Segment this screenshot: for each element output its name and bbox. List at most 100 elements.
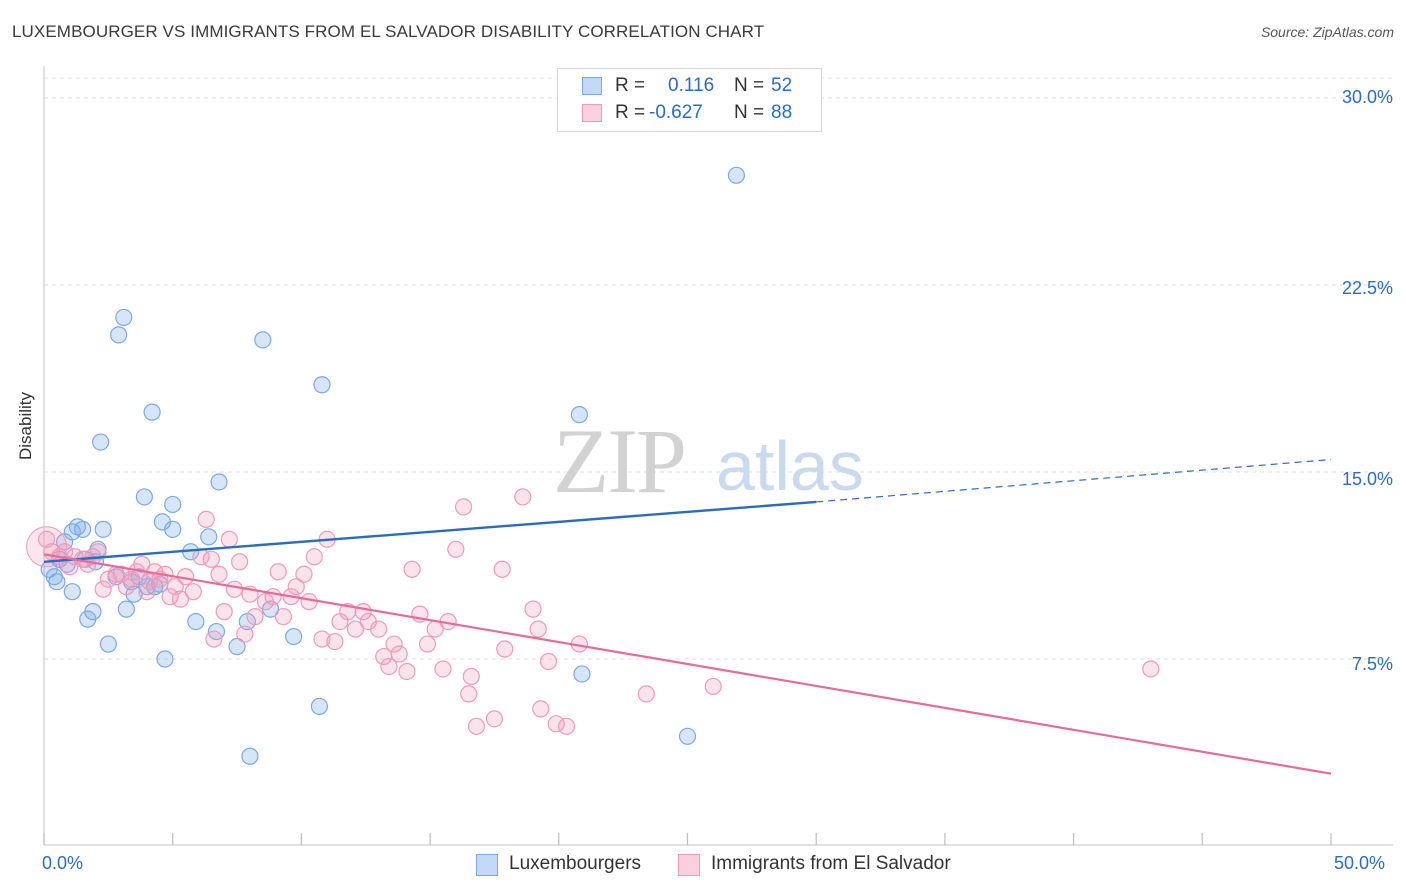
- el-salvador-point: [89, 543, 107, 561]
- luxembourger-point: [573, 665, 591, 683]
- el-salvador-point: [380, 657, 398, 676]
- luxembourger-point: [94, 520, 112, 538]
- y-axis-label: Disability: [16, 391, 35, 460]
- el-salvador-points: [26, 488, 1160, 735]
- luxembourger-point: [115, 308, 133, 327]
- luxembourger-point: [285, 627, 303, 646]
- el-salvador-point: [385, 635, 403, 653]
- el-salvador-point: [269, 563, 287, 581]
- el-salvador-point: [171, 590, 190, 608]
- el-salvador-point: [539, 652, 558, 671]
- el-salvador-point: [454, 498, 473, 516]
- el-salvador-point: [295, 565, 313, 583]
- legend-r-label: R =: [615, 102, 646, 123]
- axes: [43, 66, 1393, 846]
- luxembourger-point: [110, 326, 128, 344]
- watermark-atlas: atlas: [716, 427, 864, 505]
- luxembourger-point: [84, 603, 102, 621]
- el-salvador-point: [210, 565, 228, 583]
- el-salvador-point: [184, 583, 202, 601]
- stats-legend: R = 0.116 N = 52 R = -0.627 N = 88: [557, 68, 822, 132]
- el-salvador-point: [1142, 660, 1160, 678]
- gridlines: [44, 77, 1393, 660]
- luxembourger-point: [92, 433, 110, 451]
- el-salvador-point: [514, 488, 532, 506]
- el-salvador-point: [231, 553, 249, 571]
- el-salvador-point: [704, 677, 722, 696]
- y-tick-label-15: 15.0%: [1341, 469, 1393, 489]
- luxembourger-point: [187, 612, 205, 631]
- legend-n-label: N =: [734, 102, 765, 123]
- el-salvador-point: [225, 580, 244, 598]
- trend-lines: [43, 458, 1332, 775]
- y-tick-label-7-5: 7.5%: [1351, 654, 1393, 674]
- el-salvador-point: [496, 640, 514, 658]
- bottom-legend-label: Immigrants from El Salvador: [711, 853, 951, 874]
- el-salvador-point: [460, 685, 478, 703]
- el-salvador-point: [493, 560, 511, 578]
- luxembourger-trend-extension: [816, 458, 1332, 503]
- el-salvador-point: [246, 608, 264, 626]
- luxembourger-point: [63, 583, 81, 601]
- watermark: ZIP atlas: [553, 410, 864, 512]
- el-salvador-point: [161, 588, 179, 606]
- luxembourger-point: [45, 568, 63, 586]
- luxembourger-point: [310, 697, 329, 715]
- el-salvador-trend-line: [43, 553, 1332, 775]
- watermark-zip: ZIP: [553, 410, 685, 512]
- luxembourger-point: [48, 573, 66, 591]
- el-salvador-point: [547, 715, 565, 733]
- luxembourger-point: [156, 650, 174, 668]
- el-salvador-point: [326, 632, 344, 651]
- el-salvador-point: [637, 685, 655, 703]
- x-tick-label-max: 50.0%: [1334, 853, 1386, 873]
- el-salvador-point: [346, 620, 365, 638]
- chart-title: LUXEMBOURGER VS IMMIGRANTS FROM EL SALVA…: [12, 22, 765, 41]
- y-tick-label-30: 30.0%: [1341, 87, 1393, 107]
- luxembourger-point: [164, 520, 182, 538]
- el-salvador-point: [370, 620, 388, 638]
- el-salvador-point: [197, 510, 215, 528]
- luxembourger-point: [570, 406, 588, 424]
- luxembourger-point: [210, 473, 228, 491]
- legend-r-label: R =: [615, 75, 646, 96]
- el-salvador-point: [133, 555, 151, 573]
- el-salvador-point: [462, 667, 480, 686]
- luxembourger-point: [99, 635, 117, 653]
- bottom-legend-swatch-blue: [476, 854, 498, 876]
- bottom-legend-swatch-pink: [678, 854, 700, 876]
- el-salvador-point: [202, 550, 220, 568]
- el-salvador-point: [138, 583, 156, 601]
- el-salvador-point: [434, 660, 452, 678]
- el-salvador-point: [418, 635, 437, 653]
- el-salvador-point: [524, 600, 542, 618]
- el-salvador-point: [264, 588, 282, 606]
- bottom-legend-label: Luxembourgers: [509, 853, 642, 874]
- luxembourger-point: [63, 523, 81, 541]
- luxembourger-point: [313, 376, 331, 394]
- luxembourger-point: [164, 495, 182, 514]
- luxembourger-point: [228, 637, 246, 656]
- el-salvador-point: [398, 662, 416, 681]
- luxembourger-point: [200, 528, 218, 546]
- el-salvador-point: [287, 578, 305, 596]
- y-tick-label-22-5: 22.5%: [1341, 278, 1393, 298]
- el-salvador-point: [529, 620, 547, 638]
- legend-swatch-pink: [582, 104, 602, 122]
- legend-n-value: 88: [771, 102, 793, 123]
- legend-row-luxembourgers: R = 0.116 N = 52: [558, 73, 821, 101]
- el-salvador-point: [532, 700, 550, 718]
- legend-row-el-salvador: R = -0.627 N = 88: [558, 100, 821, 128]
- el-salvador-point: [447, 540, 465, 558]
- luxembourger-point: [135, 488, 153, 506]
- el-salvador-point: [467, 717, 486, 735]
- legend-n-label: N =: [734, 75, 765, 96]
- source-credit: Source: ZipAtlas.com: [1260, 24, 1394, 40]
- legend-swatch-blue: [582, 77, 602, 95]
- el-salvador-point: [305, 548, 323, 566]
- el-salvador-point: [94, 580, 112, 598]
- el-salvador-point: [390, 645, 408, 663]
- el-salvador-point: [215, 603, 233, 621]
- luxembourger-point: [727, 166, 746, 184]
